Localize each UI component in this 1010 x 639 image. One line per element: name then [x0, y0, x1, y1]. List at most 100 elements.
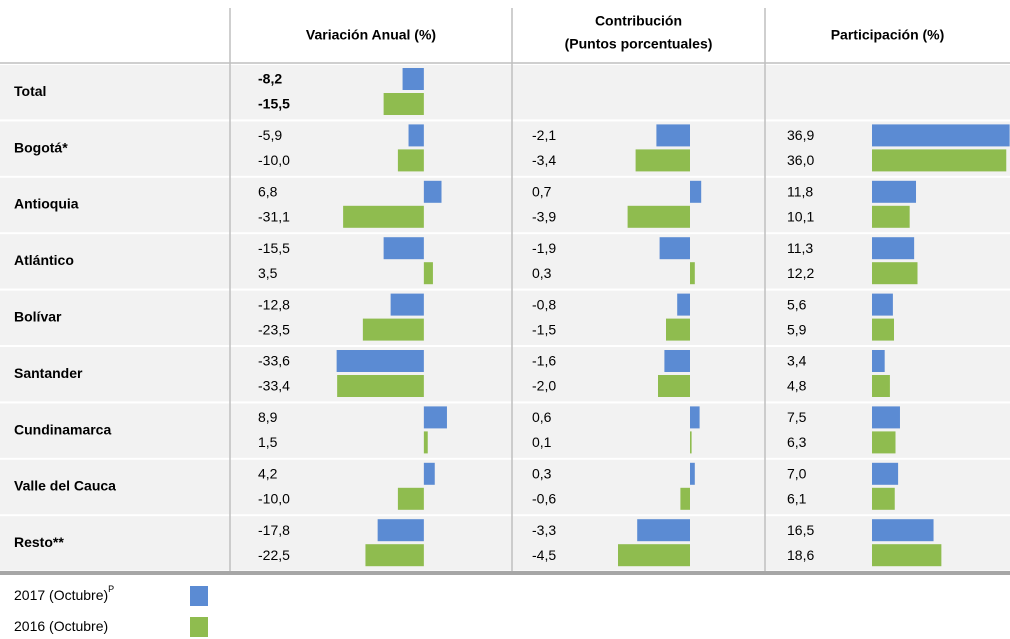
row-label: Cundinamarca	[14, 421, 111, 437]
panel-title: Contribución	[595, 13, 682, 29]
value-label: 16,5	[787, 522, 814, 538]
row-label: Atlántico	[14, 252, 74, 268]
value-label: -10,0	[258, 152, 290, 168]
value-label: 0,7	[532, 184, 552, 200]
value-label: 6,8	[258, 184, 278, 200]
bar	[872, 375, 890, 397]
row-label: Total	[14, 83, 46, 99]
bar	[618, 544, 690, 567]
bar	[635, 149, 690, 172]
row-background	[0, 234, 1010, 289]
value-label: 36,0	[787, 152, 814, 168]
value-label: -23,5	[258, 321, 290, 337]
panel-title: Variación Anual (%)	[306, 27, 436, 43]
row-label: Valle del Cauca	[14, 478, 116, 494]
value-label: -0,6	[532, 491, 556, 507]
value-label: -3,9	[532, 209, 556, 225]
value-label: 4,2	[258, 466, 278, 482]
value-label: -2,0	[532, 378, 556, 394]
value-label: -33,4	[258, 378, 290, 394]
legend-text: 2016 (Octubre)	[14, 618, 108, 634]
value-label: 36,9	[787, 127, 814, 143]
bar	[872, 318, 895, 341]
legend-swatch	[190, 586, 208, 606]
bar	[666, 318, 690, 341]
value-label: 5,6	[787, 296, 807, 312]
bar	[872, 205, 910, 228]
bar	[680, 487, 690, 510]
bar	[423, 462, 435, 485]
bar	[872, 262, 918, 285]
bar	[656, 124, 690, 147]
value-label: 0,3	[532, 466, 552, 482]
bar	[336, 350, 424, 372]
legend-swatch	[190, 617, 208, 637]
row-background	[0, 290, 1010, 345]
value-label: -5,9	[258, 127, 282, 143]
value-label: -1,9	[532, 240, 556, 256]
bar	[423, 431, 428, 454]
row-background	[0, 121, 1010, 176]
bar	[402, 68, 424, 90]
bar	[397, 487, 424, 510]
bar	[664, 350, 690, 372]
value-label: 6,3	[787, 434, 807, 450]
bar	[872, 462, 899, 485]
value-label: 5,9	[787, 321, 807, 337]
bar	[362, 318, 424, 341]
legend-label: 2016 (Octubre)	[14, 618, 108, 634]
bar	[690, 262, 695, 285]
legend-text: 2017 (Octubre)	[14, 587, 108, 603]
value-label: 3,5	[258, 265, 278, 281]
value-label: -8,2	[258, 71, 282, 87]
value-label: -10,0	[258, 491, 290, 507]
value-label: -3,4	[532, 152, 556, 168]
row-label: Antioquia	[14, 196, 79, 212]
row-background	[0, 347, 1010, 402]
bar	[872, 149, 1007, 172]
value-label: -1,6	[532, 353, 556, 369]
row-background	[0, 403, 1010, 458]
value-label: -4,5	[532, 547, 556, 563]
bar	[872, 519, 934, 542]
value-label: 1,5	[258, 434, 278, 450]
value-label: 0,1	[532, 434, 552, 450]
value-label: 8,9	[258, 409, 278, 425]
value-label: -33,6	[258, 353, 290, 369]
value-label: 6,1	[787, 491, 807, 507]
value-label: -15,5	[258, 240, 290, 256]
value-label: -0,8	[532, 296, 556, 312]
bar	[872, 431, 896, 454]
bar	[659, 237, 690, 260]
bar	[872, 293, 893, 316]
row-background	[0, 516, 1010, 571]
value-label: -15,5	[258, 96, 290, 112]
bar	[377, 519, 424, 542]
value-label: 7,0	[787, 466, 807, 482]
panel-title: Participación (%)	[831, 27, 945, 43]
value-label: -12,8	[258, 296, 290, 312]
bar	[872, 237, 915, 260]
bar	[423, 406, 447, 429]
panel-subtitle: (Puntos porcentuales)	[565, 36, 713, 52]
value-label: -17,8	[258, 522, 290, 538]
legend-superscript: P	[108, 584, 114, 594]
value-label: 11,8	[787, 184, 813, 200]
bar	[872, 487, 895, 510]
value-label: 10,1	[787, 209, 814, 225]
value-label: 12,2	[787, 265, 814, 281]
bar	[872, 124, 1010, 147]
value-label: -1,5	[532, 321, 556, 337]
row-background	[0, 177, 1010, 233]
bar	[690, 462, 695, 485]
row-label: Santander	[14, 365, 83, 381]
bar	[365, 544, 424, 567]
value-label: 3,4	[787, 353, 807, 369]
row-background	[0, 65, 1010, 120]
bar	[872, 180, 917, 203]
bar	[343, 205, 424, 228]
bar	[637, 519, 690, 542]
bar	[337, 375, 424, 397]
value-label: 11,3	[787, 240, 813, 256]
bar	[383, 237, 424, 260]
